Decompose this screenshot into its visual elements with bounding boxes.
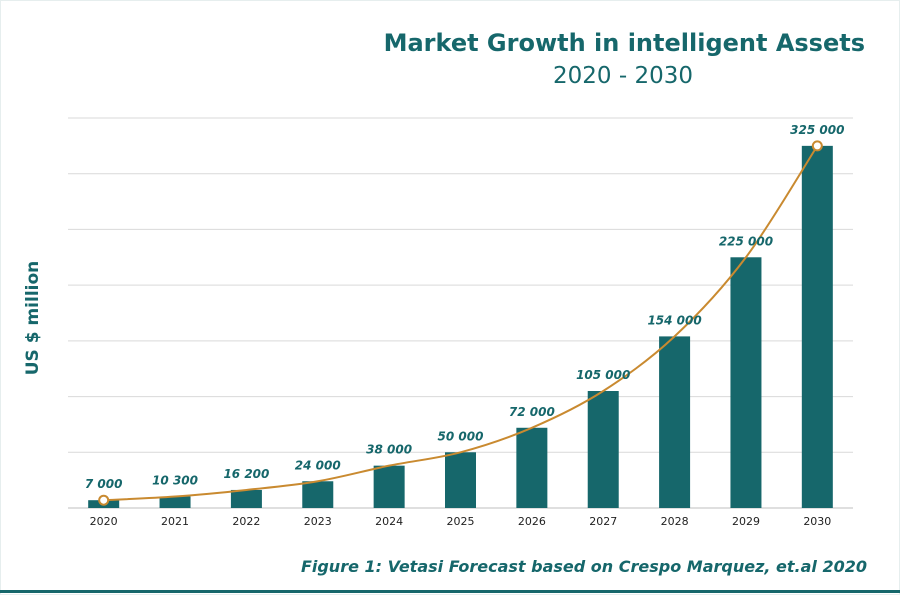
data-label: 105 000 — [576, 368, 630, 382]
x-tick-label: 2030 — [803, 515, 831, 528]
x-tick-label: 2025 — [447, 515, 475, 528]
bar-2028 — [659, 336, 691, 508]
data-label: 325 000 — [790, 123, 844, 137]
figure-caption: Figure 1: Vetasi Forecast based on Cresp… — [300, 557, 867, 576]
bar-2027 — [587, 391, 619, 508]
data-label: 38 000 — [366, 443, 412, 457]
x-tick-label: 2022 — [232, 515, 260, 528]
chart-subtitle: 2020 - 2030 — [553, 63, 693, 89]
data-label: 154 000 — [647, 313, 701, 327]
data-label: 7 000 — [85, 477, 123, 491]
trend-marker-2020 — [98, 494, 110, 506]
bar-2030 — [801, 145, 833, 508]
data-label: 225 000 — [719, 234, 773, 248]
bar-2021 — [159, 496, 191, 508]
x-tick-label: 2021 — [161, 515, 189, 528]
bar-2024 — [373, 465, 405, 508]
bar-2022 — [230, 489, 262, 508]
bar-2023 — [302, 481, 334, 508]
bar-2026 — [516, 427, 548, 508]
data-label: 72 000 — [509, 405, 555, 419]
x-tick-label: 2023 — [304, 515, 332, 528]
x-tick-label: 2028 — [661, 515, 689, 528]
x-tick-label: 2029 — [732, 515, 760, 528]
chart-title: Market Growth in intelligent Assets — [383, 29, 865, 57]
trend-marker-2030 — [811, 140, 823, 152]
data-label: 16 200 — [223, 467, 269, 481]
x-tick-label: 2026 — [518, 515, 546, 528]
trend-line — [103, 145, 819, 502]
bottom-rule — [0, 590, 900, 593]
bar-2025 — [445, 452, 476, 508]
data-label: 24 000 — [295, 458, 341, 472]
x-tick-label: 2020 — [90, 515, 118, 528]
x-tick-label: 2027 — [589, 515, 617, 528]
data-label: 10 300 — [152, 474, 198, 488]
bar-2029 — [730, 257, 762, 508]
data-label: 50 000 — [438, 429, 484, 443]
x-tick-label: 2024 — [375, 515, 403, 528]
